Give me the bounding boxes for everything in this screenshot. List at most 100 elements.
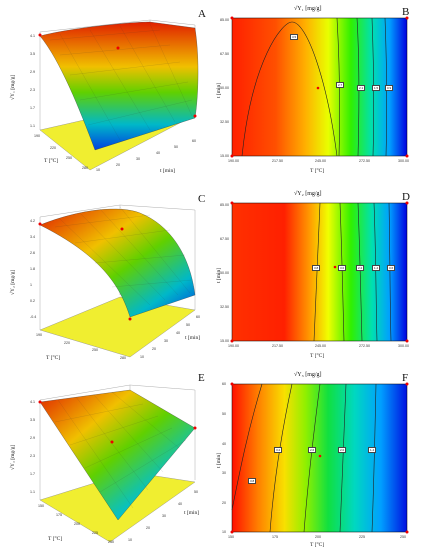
x-axis-label: T [°C]	[48, 536, 63, 542]
z-axis-label: √Y₂ [mg/g]	[10, 269, 16, 295]
x-tick: 272.50	[359, 344, 370, 348]
y-tick: 10	[96, 168, 100, 172]
y-tick: 60	[192, 139, 196, 143]
y-tick: 67.50	[220, 52, 229, 56]
z-tick: 3.5	[30, 52, 35, 56]
contour-label: 3.8	[312, 265, 321, 271]
y-tick: 40	[156, 151, 160, 155]
x-tick: 190	[34, 134, 40, 138]
y-axis-label: t [min]	[185, 335, 201, 341]
x-tick: 150	[228, 535, 234, 539]
z-tick: 1.1	[30, 490, 35, 494]
x-tick: 217.50	[272, 159, 283, 163]
contour-label: 2.2	[356, 265, 365, 271]
z-tick: 1.1	[30, 124, 35, 128]
y-tick: 67.50	[220, 237, 229, 241]
x-tick: 300.00	[398, 159, 409, 163]
x-tick: 300.00	[398, 344, 409, 348]
y-tick: 50	[186, 323, 190, 327]
x-tick: 250	[400, 535, 406, 539]
y-tick: 50.00	[220, 271, 229, 275]
x-tick: 272.50	[359, 159, 370, 163]
z-tick: 1.7	[30, 106, 35, 110]
y-tick: 10	[140, 355, 144, 359]
contour-label: 3.8	[248, 478, 257, 484]
z-tick: 4.1	[30, 400, 35, 404]
x-tick: 175	[56, 513, 62, 517]
y-tick: 10	[222, 530, 226, 534]
x-tick: 280	[82, 166, 88, 170]
panel-letter: E	[198, 372, 205, 384]
y-tick: 20	[146, 526, 150, 530]
y-tick: 30	[222, 471, 226, 475]
surface-plot-a	[38, 19, 199, 171]
x-tick: 280	[120, 356, 126, 360]
panel-letter: B	[402, 6, 410, 18]
surface-plot-c	[38, 204, 196, 358]
contour-plot-f	[230, 382, 409, 534]
panel-d-contour: √Y₂ [mg/g] D 3.8 3.0 2.2 1.4 0.6 t [min]…	[212, 185, 422, 365]
z-tick: 2.9	[30, 436, 35, 440]
y-axis-label: t [min]	[160, 168, 176, 174]
z-axis-label: √Y₃ [mg/g]	[10, 444, 16, 470]
x-tick: 200	[74, 522, 80, 526]
y-tick: 50	[194, 490, 198, 494]
y-tick: 15.00	[220, 154, 229, 158]
surface-plot-e	[38, 384, 197, 543]
y-tick: 50.00	[220, 86, 229, 90]
y-tick: 60	[222, 382, 226, 386]
y-tick: 20	[116, 163, 120, 167]
x-axis-label: T [°C]	[310, 353, 325, 359]
y-tick: 20	[152, 347, 156, 351]
y-axis-label: t [min]	[184, 510, 200, 516]
y-tick: 60	[196, 315, 200, 319]
contour-label: 1.5	[372, 85, 381, 91]
x-tick: 190.00	[228, 159, 239, 163]
contour-plot-d	[230, 201, 409, 343]
x-tick: 225	[359, 535, 365, 539]
x-tick: 245.00	[315, 159, 326, 163]
contour-label: 2.6	[308, 447, 317, 453]
panel-e-3d-surface: E √Y₃ [mg/g] T [°C] t [min] 4.1 3.5 2.9 …	[0, 370, 210, 550]
x-tick: 220	[64, 341, 70, 345]
y-tick: 32.50	[220, 305, 229, 309]
panel-c-3d-surface: C √Y₂ [mg/g] T [°C] t [min] 4.2 3.4 2.6 …	[0, 185, 210, 365]
panel-letter: D	[402, 191, 410, 203]
z-tick: 1.7	[30, 472, 35, 476]
y-axis-label: t [min]	[216, 452, 222, 468]
contour-label: 3.2	[274, 447, 283, 453]
y-tick: 40	[178, 502, 182, 506]
y-tick: 50	[174, 145, 178, 149]
contour-label: 2.0	[338, 447, 347, 453]
z-tick: 3.4	[30, 235, 35, 239]
x-axis-label: T [°C]	[46, 355, 61, 361]
y-tick: 50	[222, 412, 226, 416]
x-tick: 217.50	[272, 344, 283, 348]
contour-label: 0.6	[387, 265, 396, 271]
y-tick: 40	[176, 331, 180, 335]
x-tick: 220	[50, 146, 56, 150]
z-tick: 1.8	[30, 267, 35, 271]
contour-label: 0.9	[385, 85, 394, 91]
y-tick: 32.50	[220, 120, 229, 124]
contour-label: 1.4	[368, 447, 377, 453]
y-tick: 40	[222, 442, 226, 446]
x-tick: 250	[92, 348, 98, 352]
z-tick: -0.4	[30, 315, 37, 319]
y-tick: 30	[164, 339, 168, 343]
z-tick: 2.9	[30, 70, 35, 74]
y-tick: 15.00	[220, 339, 229, 343]
z-axis-label: √Y₁ [mg/g]	[10, 74, 16, 100]
z-tick: 0.2	[30, 299, 35, 303]
x-tick: 250	[108, 540, 114, 544]
panel-letter: C	[198, 193, 206, 205]
chart-title: √Y₂ [mg/g]	[294, 191, 322, 197]
contour-label: 1.4	[372, 265, 381, 271]
z-tick: 4.2	[30, 219, 35, 223]
panel-letter: A	[198, 8, 206, 20]
x-tick: 245.00	[315, 344, 326, 348]
z-tick: 2.3	[30, 88, 35, 92]
y-tick: 20	[222, 501, 226, 505]
z-tick: 3.5	[30, 418, 35, 422]
z-tick: 4.1	[30, 34, 35, 38]
